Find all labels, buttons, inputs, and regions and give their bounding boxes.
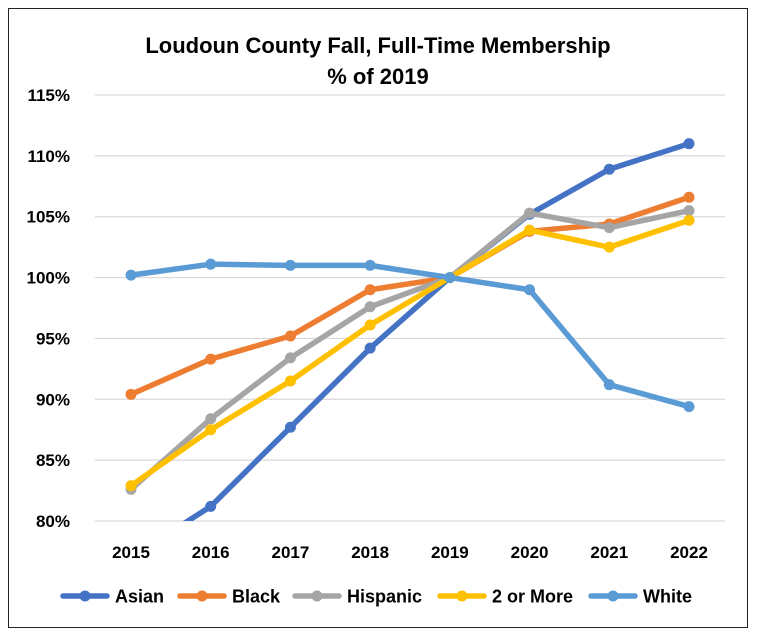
series-line-hispanic [128, 207, 692, 493]
data-point-white [683, 401, 695, 413]
x-axis-ticks: 2015 2016 2017 2018 2019 2020 2021 2022 [112, 543, 708, 562]
x-tick-label: 2016 [192, 543, 230, 562]
data-point-2-or-more [603, 241, 615, 253]
data-point-hispanic [364, 301, 376, 313]
legend-marker-black [196, 590, 208, 602]
data-point-white [284, 259, 296, 271]
series-group [125, 138, 695, 521]
x-tick-label: 2020 [511, 543, 549, 562]
data-point-2-or-more [524, 224, 536, 236]
y-tick-label: 115% [27, 86, 70, 105]
y-tick-label: 95% [36, 329, 70, 348]
legend-marker-2-or-more [456, 590, 468, 602]
x-tick-label: 2022 [670, 543, 708, 562]
x-tick-label: 2017 [272, 543, 310, 562]
data-point-white [444, 272, 456, 284]
legend-label-hispanic: Hispanic [347, 587, 422, 607]
x-tick-label: 2021 [590, 543, 628, 562]
legend-item-hispanic: Hispanic [292, 587, 422, 607]
data-point-asian [284, 421, 296, 433]
y-tick-label: 90% [36, 390, 70, 409]
x-tick-label: 2019 [431, 543, 469, 562]
data-point-hispanic [603, 222, 615, 234]
y-tick-label: 85% [36, 451, 70, 470]
series-asian [182, 138, 695, 521]
y-tick-label: 100% [27, 269, 70, 288]
data-point-black [125, 388, 137, 400]
data-point-2-or-more [205, 424, 217, 436]
data-point-asian [683, 138, 695, 150]
data-point-asian [364, 342, 376, 354]
legend-marker-asian [79, 590, 91, 602]
data-point-asian [205, 500, 217, 512]
data-point-black [364, 284, 376, 296]
gridlines [95, 94, 725, 522]
legend-item-asian: Asian [60, 587, 164, 607]
legend-label-asian: Asian [115, 587, 164, 607]
series-line-asian [182, 140, 692, 521]
chart-title-line-1: Loudoun County Fall, Full-Time Membershi… [145, 33, 610, 58]
legend-label-2-or-more: 2 or More [492, 587, 573, 607]
legend-label-white: White [643, 587, 692, 607]
data-point-asian [603, 163, 615, 175]
data-point-black [683, 191, 695, 203]
legend-item-white: White [588, 587, 692, 607]
series-2-or-more [125, 214, 695, 492]
data-point-white [364, 259, 376, 271]
legend: Asian Black Hispanic 2 or More White [60, 587, 692, 607]
data-point-2-or-more [683, 214, 695, 226]
data-point-hispanic [205, 413, 217, 425]
data-point-hispanic [524, 207, 536, 219]
data-point-hispanic [683, 205, 695, 217]
legend-label-black: Black [232, 587, 281, 607]
y-tick-label: 105% [27, 208, 70, 227]
legend-marker-hispanic [311, 590, 323, 602]
x-tick-label: 2018 [351, 543, 389, 562]
series-white [125, 258, 695, 413]
series-line-2-or-more [128, 217, 692, 489]
data-point-black [284, 330, 296, 342]
chart-title-line-2: % of 2019 [327, 64, 429, 89]
series-line-white [128, 261, 692, 410]
data-point-white [524, 284, 536, 296]
data-point-hispanic [284, 352, 296, 364]
y-tick-label: 80% [36, 512, 70, 531]
legend-item-black: Black [177, 587, 281, 607]
data-point-2-or-more [284, 375, 296, 387]
legend-item-2-or-more: 2 or More [437, 587, 573, 607]
y-axis-ticks: 80% 85% 90% 95% 100% 105% 110% 115% [27, 86, 70, 531]
data-point-2-or-more [125, 480, 137, 492]
y-tick-label: 110% [27, 147, 70, 166]
legend-marker-white [607, 590, 619, 602]
data-point-2-or-more [364, 319, 376, 331]
data-point-white [125, 269, 137, 281]
data-point-white [205, 258, 217, 270]
x-tick-label: 2015 [112, 543, 150, 562]
data-point-white [603, 379, 615, 391]
data-point-black [205, 353, 217, 365]
